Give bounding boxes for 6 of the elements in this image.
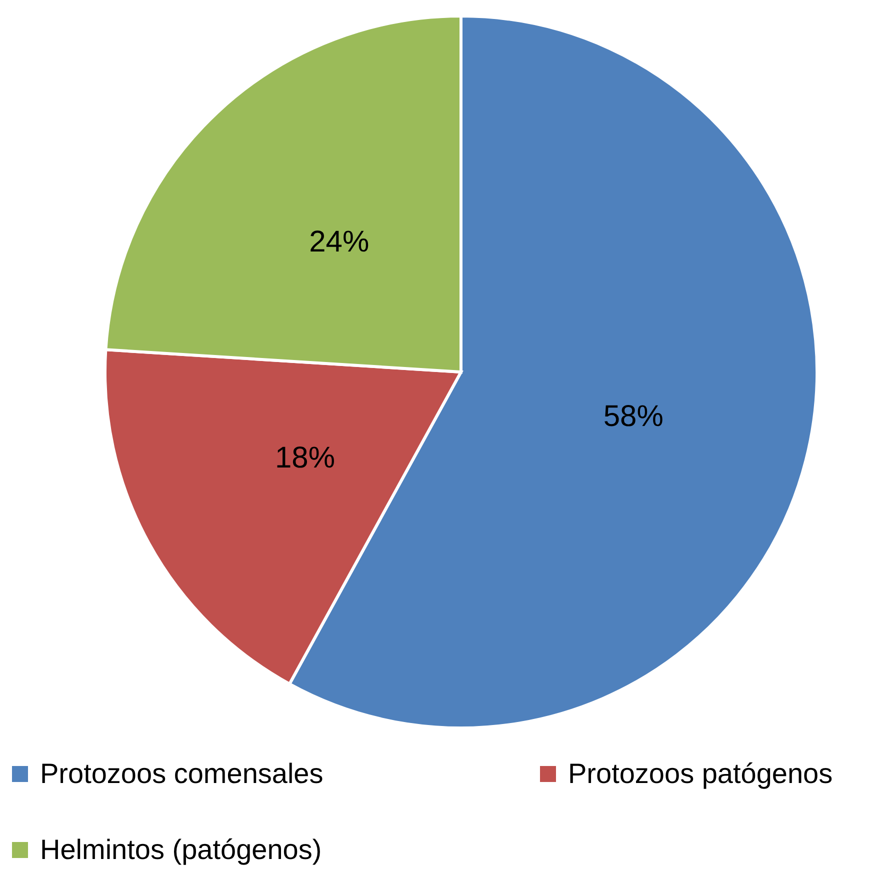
legend-label: Protozoos comensales (40, 758, 324, 790)
legend-label: Helmintos (patógenos) (40, 834, 322, 866)
legend-label: Protozoos patógenos (568, 758, 833, 790)
data-label: 58% (603, 400, 664, 433)
data-label: 24% (309, 226, 370, 259)
data-label: 18% (274, 441, 336, 474)
